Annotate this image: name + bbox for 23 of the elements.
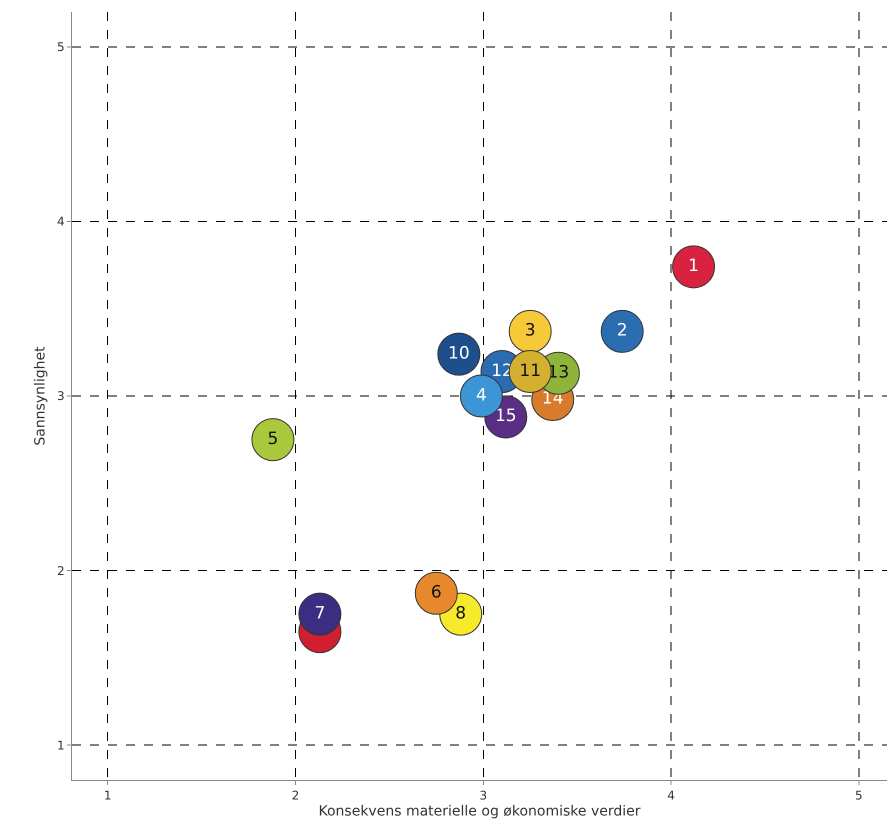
series-label: 2 [616, 320, 628, 341]
x-axis-title: Konsekvens materielle og økonomiske verdier [318, 804, 641, 820]
y-tick-label: 4 [56, 214, 65, 229]
series-label: 15 [494, 406, 517, 426]
y-tick-label: 5 [56, 40, 65, 54]
series-label: 10 [448, 343, 470, 364]
series-label: 4 [476, 385, 487, 406]
series-label: 6 [430, 582, 442, 602]
y-tick-label: 1 [56, 738, 65, 752]
y-axis-title: Sannsynlighet [32, 346, 49, 446]
x-tick-label: 4 [667, 788, 675, 802]
series-label: 8 [455, 603, 466, 624]
x-tick-label: 3 [479, 788, 488, 802]
series-label: 1 [688, 256, 699, 276]
y-tick-label: 2 [56, 564, 65, 578]
series-label: 11 [519, 360, 542, 381]
y-tick-label: 3 [56, 389, 65, 404]
x-tick-label: 2 [292, 788, 300, 802]
x-tick-label: 5 [855, 788, 863, 802]
series-label: 5 [268, 428, 278, 449]
series-label: 7 [314, 603, 326, 624]
x-tick-label: 1 [104, 788, 112, 802]
series-label: 3 [524, 320, 536, 341]
